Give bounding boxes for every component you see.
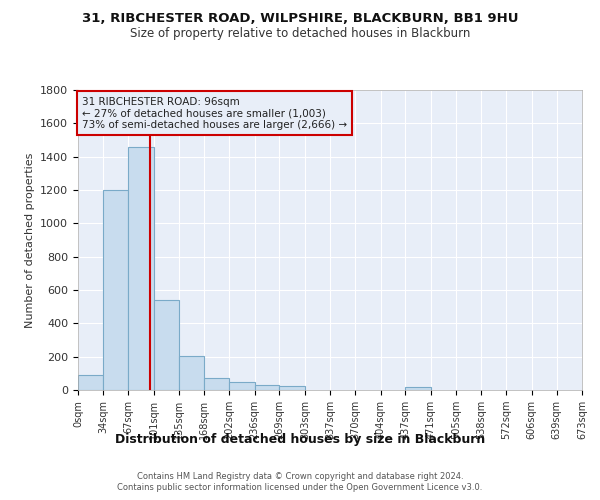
Y-axis label: Number of detached properties: Number of detached properties (25, 152, 35, 328)
Bar (103, 190, 128, 390)
Bar (128, 146, 154, 390)
Bar (280, 386, 305, 390)
Bar (179, 356, 204, 390)
Text: Contains public sector information licensed under the Open Government Licence v3: Contains public sector information licen… (118, 484, 482, 492)
Bar (78, 375, 103, 390)
Text: Size of property relative to detached houses in Blackburn: Size of property relative to detached ho… (130, 28, 470, 40)
Bar (229, 382, 255, 390)
Bar (255, 385, 280, 390)
Bar (154, 300, 179, 390)
Text: 31, RIBCHESTER ROAD, WILPSHIRE, BLACKBURN, BB1 9HU: 31, RIBCHESTER ROAD, WILPSHIRE, BLACKBUR… (82, 12, 518, 26)
Bar (405, 386, 431, 390)
Bar (204, 378, 229, 390)
Text: Contains HM Land Registry data © Crown copyright and database right 2024.: Contains HM Land Registry data © Crown c… (137, 472, 463, 481)
Text: 31 RIBCHESTER ROAD: 96sqm
← 27% of detached houses are smaller (1,003)
73% of se: 31 RIBCHESTER ROAD: 96sqm ← 27% of detac… (82, 96, 347, 130)
Text: Distribution of detached houses by size in Blackburn: Distribution of detached houses by size … (115, 432, 485, 446)
